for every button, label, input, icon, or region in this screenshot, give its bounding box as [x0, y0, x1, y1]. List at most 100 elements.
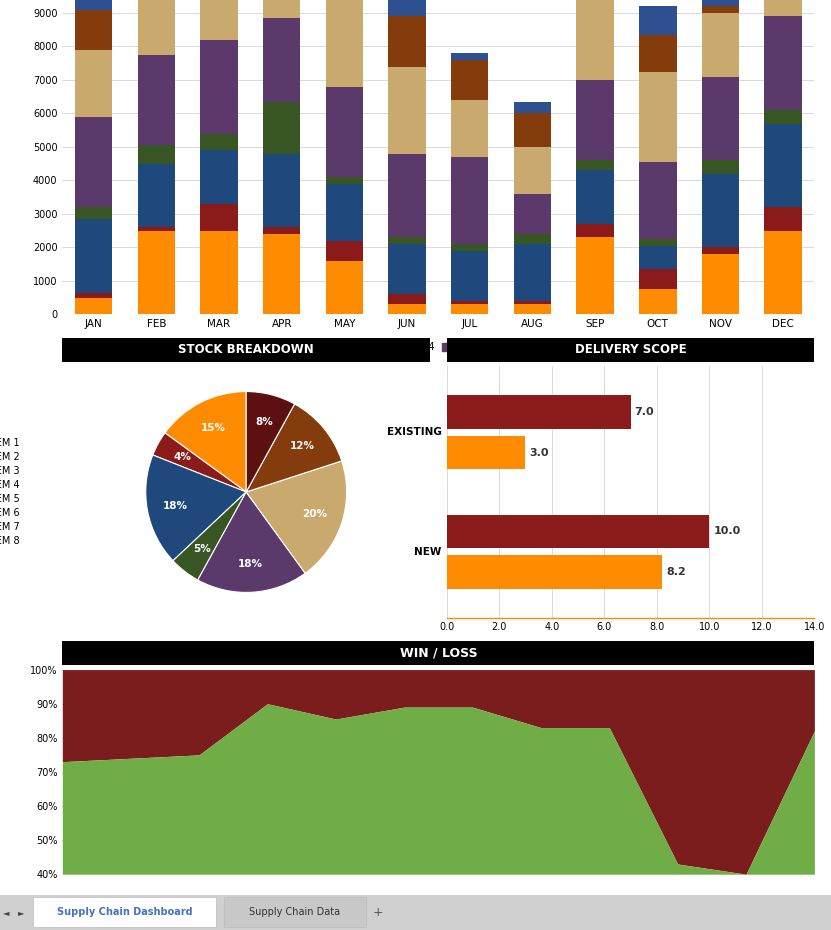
Bar	[576, 170, 614, 224]
Bar	[263, 153, 301, 227]
Bar	[200, 151, 238, 204]
Text: +: +	[373, 906, 383, 919]
Bar	[639, 162, 676, 239]
Bar	[765, 110, 802, 124]
Bar	[765, 231, 802, 314]
Bar	[639, 246, 676, 269]
Bar	[137, 227, 175, 231]
Bar	[451, 60, 489, 100]
Text: 10.0: 10.0	[713, 526, 740, 537]
Bar	[137, 231, 175, 314]
Bar	[765, 0, 802, 17]
Bar	[388, 153, 425, 237]
Bar	[576, 224, 614, 237]
Bar	[765, 17, 802, 110]
Bar	[263, 227, 301, 234]
Text: Supply Chain Dashboard: Supply Chain Dashboard	[57, 908, 193, 917]
Bar	[137, 145, 175, 164]
Legend: ITEM 1, ITEM 2, ITEM 3, ITEM 4, ITEM 5, ITEM 6, ITEM 7, ITEM 8: ITEM 1, ITEM 2, ITEM 3, ITEM 4, ITEM 5, …	[225, 339, 652, 356]
Bar	[263, 18, 301, 101]
Bar	[451, 100, 489, 157]
Bar	[576, 80, 614, 160]
Bar	[263, 101, 301, 153]
Text: 20%: 20%	[302, 510, 327, 519]
Bar	[451, 244, 489, 251]
Bar	[200, 231, 238, 314]
Bar	[200, 40, 238, 134]
Legend: GOAL, DAYS: GOAL, DAYS	[575, 639, 686, 658]
Bar	[576, 160, 614, 170]
Bar	[326, 241, 363, 260]
Text: 12%: 12%	[289, 441, 314, 451]
Bar	[388, 237, 425, 244]
Bar	[514, 147, 551, 193]
Wedge shape	[145, 455, 246, 561]
Bar	[701, 13, 739, 76]
Bar	[701, 76, 739, 160]
Bar	[326, 177, 363, 184]
Bar	[701, 254, 739, 314]
Text: 8.2: 8.2	[666, 567, 686, 578]
Bar	[447, 436, 525, 470]
Legend: ITEM 1, ITEM 2, ITEM 3, ITEM 4, ITEM 5, ITEM 6, ITEM 7, ITEM 8: ITEM 1, ITEM 2, ITEM 3, ITEM 4, ITEM 5, …	[0, 438, 20, 546]
Text: 4%: 4%	[174, 452, 192, 462]
Bar	[701, 7, 739, 13]
Bar	[701, 0, 739, 7]
Bar	[639, 239, 676, 246]
Bar	[701, 160, 739, 174]
Bar	[765, 207, 802, 231]
Bar	[639, 34, 676, 72]
Bar	[326, 260, 363, 314]
Bar	[75, 117, 112, 207]
Bar	[701, 174, 739, 247]
Text: STOCK BREAKDOWN: STOCK BREAKDOWN	[179, 343, 314, 356]
Text: 18%: 18%	[238, 559, 263, 569]
Bar	[451, 301, 489, 304]
Bar	[514, 304, 551, 314]
Wedge shape	[198, 492, 305, 592]
Text: DELIVERY SCOPE: DELIVERY SCOPE	[575, 343, 686, 356]
Bar	[75, 293, 112, 298]
FancyBboxPatch shape	[33, 897, 216, 927]
Text: Supply Chain Data: Supply Chain Data	[249, 908, 341, 917]
Bar	[137, 0, 175, 55]
Text: 15%: 15%	[201, 422, 226, 432]
Bar	[75, 207, 112, 219]
Text: 3.0: 3.0	[529, 447, 549, 458]
Bar	[447, 555, 662, 589]
Bar	[388, 67, 425, 153]
Bar	[514, 301, 551, 304]
Wedge shape	[246, 392, 294, 492]
Bar	[447, 395, 631, 429]
Bar	[701, 247, 739, 254]
Text: ►: ►	[17, 908, 24, 917]
Bar	[388, 244, 425, 294]
Bar	[639, 269, 676, 289]
Bar	[576, 0, 614, 80]
Bar	[75, 9, 112, 50]
Bar	[200, 0, 238, 40]
Bar	[451, 251, 489, 301]
Bar	[75, 219, 112, 293]
Wedge shape	[173, 492, 246, 580]
Bar	[326, 184, 363, 241]
Bar	[639, 7, 676, 34]
Bar	[639, 289, 676, 314]
Bar	[388, 304, 425, 314]
Bar	[451, 157, 489, 244]
Text: 7.0: 7.0	[634, 406, 654, 417]
Wedge shape	[246, 404, 342, 492]
Bar	[200, 134, 238, 151]
Text: 8%: 8%	[255, 417, 273, 427]
Bar	[75, 50, 112, 117]
Bar	[514, 193, 551, 234]
Bar	[765, 124, 802, 207]
Bar	[514, 234, 551, 244]
Bar	[263, 234, 301, 314]
Bar	[137, 55, 175, 145]
Bar	[326, 0, 363, 86]
FancyBboxPatch shape	[224, 897, 366, 927]
Bar	[326, 86, 363, 177]
Bar	[447, 514, 710, 548]
Bar	[451, 304, 489, 314]
